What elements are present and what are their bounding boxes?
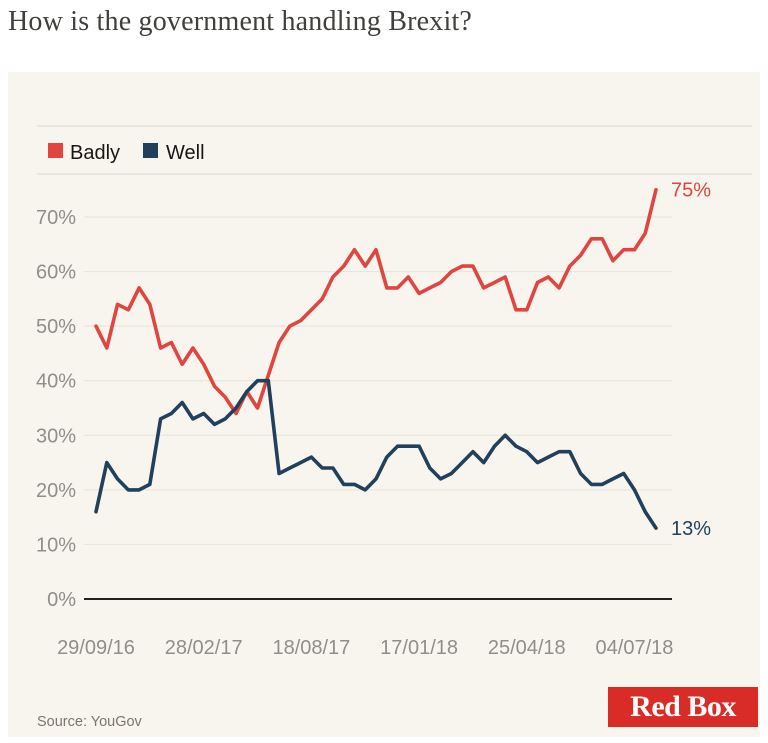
series-line-badly — [94, 187, 658, 416]
legend-swatch-badly — [48, 143, 63, 158]
end-label-badly: 75% — [671, 180, 711, 202]
x-tick-label: 04/07/18 — [596, 637, 674, 659]
chart-svg: Badly Well 70% 60% 50% 40% 30% 20% 10% 0% 29/09/… — [36, 125, 752, 659]
y-tick-label: 40% — [36, 371, 76, 393]
redbox-logo: Red Box — [608, 687, 758, 727]
x-tick-label: 18/08/17 — [272, 637, 350, 659]
page-title: How is the government handling Brexit? — [8, 6, 473, 37]
y-tick-label: 30% — [36, 425, 76, 447]
source-note: Source: YouGov — [37, 714, 142, 730]
redbox-logo-text: Red Box — [630, 690, 736, 723]
x-tick-label: 29/09/16 — [57, 637, 135, 659]
y-tick-label: 60% — [36, 262, 76, 284]
y-tick-label: 70% — [36, 207, 76, 229]
end-label-well: 13% — [671, 518, 711, 540]
x-tick-label: 28/02/17 — [165, 637, 243, 659]
legend-swatch-well — [143, 143, 158, 158]
y-tick-label: 20% — [36, 480, 76, 502]
x-tick-label: 25/04/18 — [488, 637, 566, 659]
chart-panel: Badly Well 70% 60% 50% 40% 30% 20% 10% 0% 29/09/… — [8, 72, 760, 737]
series-line-well — [94, 378, 658, 530]
legend-label-badly: Badly — [70, 142, 120, 164]
x-tick-label: 17/01/18 — [380, 637, 458, 659]
y-tick-label: 0% — [47, 589, 76, 611]
y-tick-label: 50% — [36, 316, 76, 338]
legend-label-well: Well — [166, 142, 205, 164]
y-tick-label: 10% — [36, 534, 76, 556]
legend: Badly Well — [48, 142, 205, 164]
